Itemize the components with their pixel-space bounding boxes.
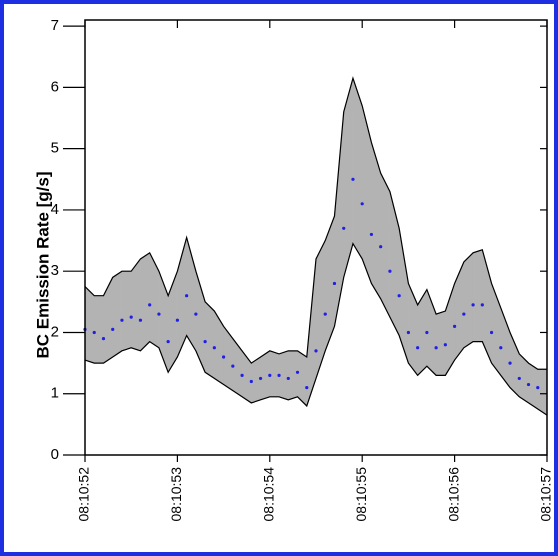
band-segment: [84, 285, 95, 364]
mean-point: [342, 226, 346, 230]
mean-point: [489, 330, 494, 335]
mean-point: [249, 379, 253, 384]
mean-point: [471, 303, 475, 307]
mean-point: [517, 376, 521, 381]
mean-point: [101, 336, 106, 341]
mean-point: [212, 346, 216, 350]
x-tick-label: 08:10:52: [76, 467, 92, 522]
y-axis-label: BC Emission Rate [g/s]: [33, 171, 52, 358]
band-segment: [130, 258, 141, 352]
mean-point: [462, 312, 466, 316]
band-segment: [251, 356, 261, 404]
mean-point: [388, 269, 392, 273]
mean-point: [157, 312, 161, 316]
mean-point: [240, 373, 244, 377]
band-segment: [352, 78, 363, 261]
mean-point: [295, 370, 300, 374]
y-tick-label: 3: [51, 262, 59, 279]
mean-point: [185, 294, 189, 298]
y-tick-label: 1: [51, 385, 59, 402]
mean-point: [360, 202, 364, 206]
band-segment: [204, 301, 215, 379]
band-segment: [287, 350, 298, 401]
mean-point: [536, 386, 540, 390]
band-segment: [112, 270, 123, 358]
mean-point: [480, 303, 484, 307]
band-segment: [537, 368, 548, 416]
y-tick-label: 5: [51, 140, 59, 157]
mean-point: [148, 303, 152, 307]
mean-point: [434, 346, 438, 350]
mean-point: [323, 312, 327, 316]
mean-point: [166, 340, 170, 344]
mean-point: [379, 245, 383, 249]
mean-point: [231, 364, 235, 368]
mean-point: [425, 330, 429, 335]
mean-point: [369, 232, 374, 237]
band-upper-line: [84, 76, 547, 370]
band-segment: [121, 270, 132, 352]
mean-point: [526, 382, 531, 387]
mean-point: [258, 376, 263, 381]
mean-point: [397, 294, 401, 298]
band-segment: [380, 173, 391, 318]
mean-point: [175, 318, 179, 322]
mean-point: [92, 330, 96, 335]
y-tick-label: 2: [51, 323, 59, 340]
x-tick-label: 08:10:57: [538, 467, 554, 522]
x-tick-label: 08:10:54: [261, 467, 277, 522]
mean-point: [508, 361, 512, 365]
mean-point: [222, 355, 226, 359]
band-segment: [472, 249, 483, 342]
mean-point: [203, 340, 207, 344]
band-segment: [528, 362, 539, 410]
mean-point: [268, 373, 272, 377]
band-segment: [140, 252, 150, 352]
mean-point: [351, 177, 355, 181]
y-tick-label: 7: [51, 17, 59, 34]
x-tick-label: 08:10:53: [168, 467, 184, 522]
mean-point: [314, 349, 318, 353]
y-tick-label: 0: [51, 446, 59, 463]
band-lower-line: [84, 242, 548, 416]
mean-point: [416, 346, 420, 350]
band-segment: [93, 295, 104, 364]
band-segment: [463, 252, 474, 349]
band-segment: [435, 310, 446, 376]
mean-point: [453, 324, 457, 328]
mean-point: [138, 318, 143, 322]
mean-point: [406, 330, 410, 335]
y-tick-label: 6: [51, 78, 59, 95]
mean-point: [129, 315, 133, 319]
mean-point: [305, 386, 309, 390]
mean-point: [443, 343, 447, 347]
x-tick-label: 08:10:55: [353, 467, 369, 522]
mean-point: [120, 318, 124, 322]
mean-point: [332, 281, 337, 286]
mean-point: [277, 373, 281, 377]
x-tick-label: 08:10:56: [445, 467, 461, 522]
y-tick-label: 4: [51, 201, 59, 218]
mean-point: [499, 346, 503, 350]
mean-point: [111, 327, 115, 332]
mean-point: [194, 312, 198, 316]
mean-point: [286, 376, 290, 381]
band-segment: [269, 350, 280, 398]
plot-frame: [84, 19, 548, 456]
